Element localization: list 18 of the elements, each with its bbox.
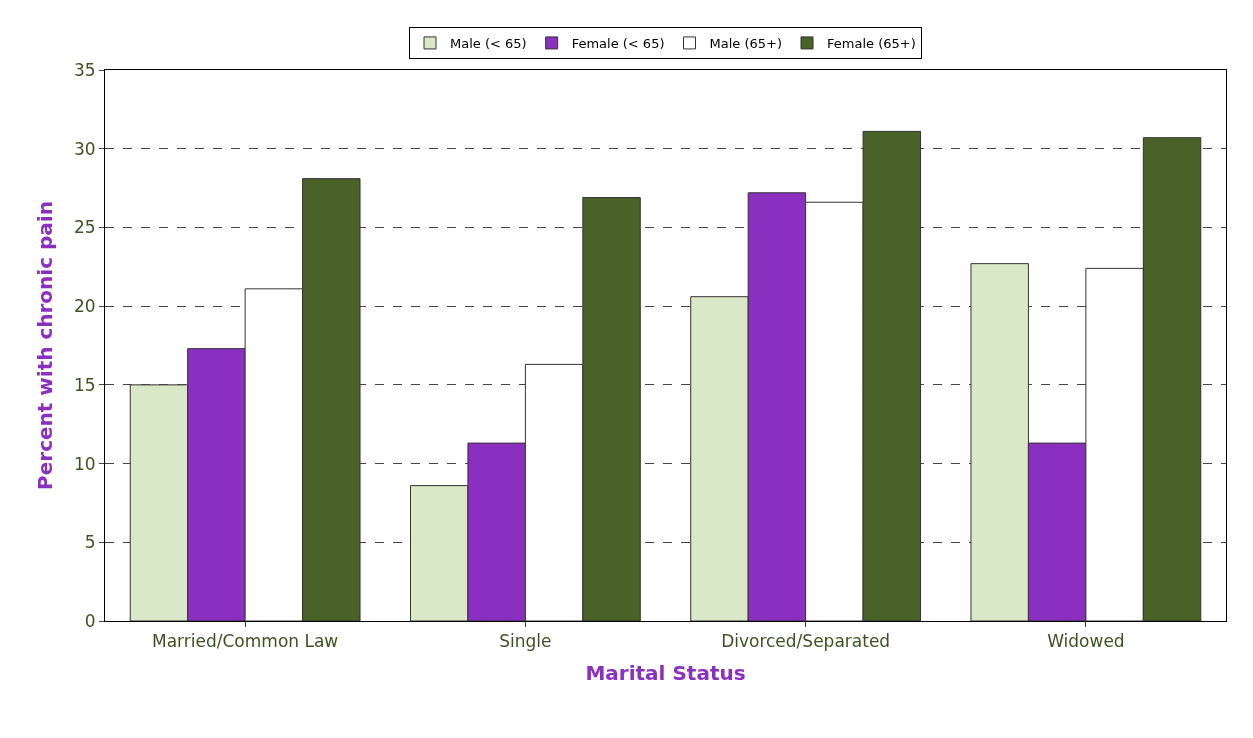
x-tick-label: Married/Common Law	[152, 631, 339, 652]
legend-label: Female (65+)	[827, 36, 916, 51]
y-tick-label: 15	[73, 374, 96, 395]
x-tick-label: Single	[499, 631, 552, 652]
x-tick-label: Widowed	[1047, 631, 1125, 652]
legend-label: Female (< 65)	[571, 36, 665, 51]
y-tick-label: 20	[73, 296, 96, 317]
x-axis-title: Marital Status	[585, 660, 746, 685]
y-tick-label: 25	[73, 217, 96, 238]
y-axis-title: Percent with chronic pain	[33, 201, 58, 490]
y-tick-label: 5	[84, 532, 96, 553]
y-tick-label: 0	[84, 610, 96, 631]
legend-label: Male (65+)	[709, 36, 783, 51]
y-tick-label: 10	[73, 453, 96, 474]
y-tick-label: 30	[73, 138, 96, 159]
y-tick-label: 35	[73, 59, 96, 80]
x-tick-label: Divorced/Separated	[721, 631, 891, 652]
legend-label: Male (< 65)	[450, 36, 527, 51]
